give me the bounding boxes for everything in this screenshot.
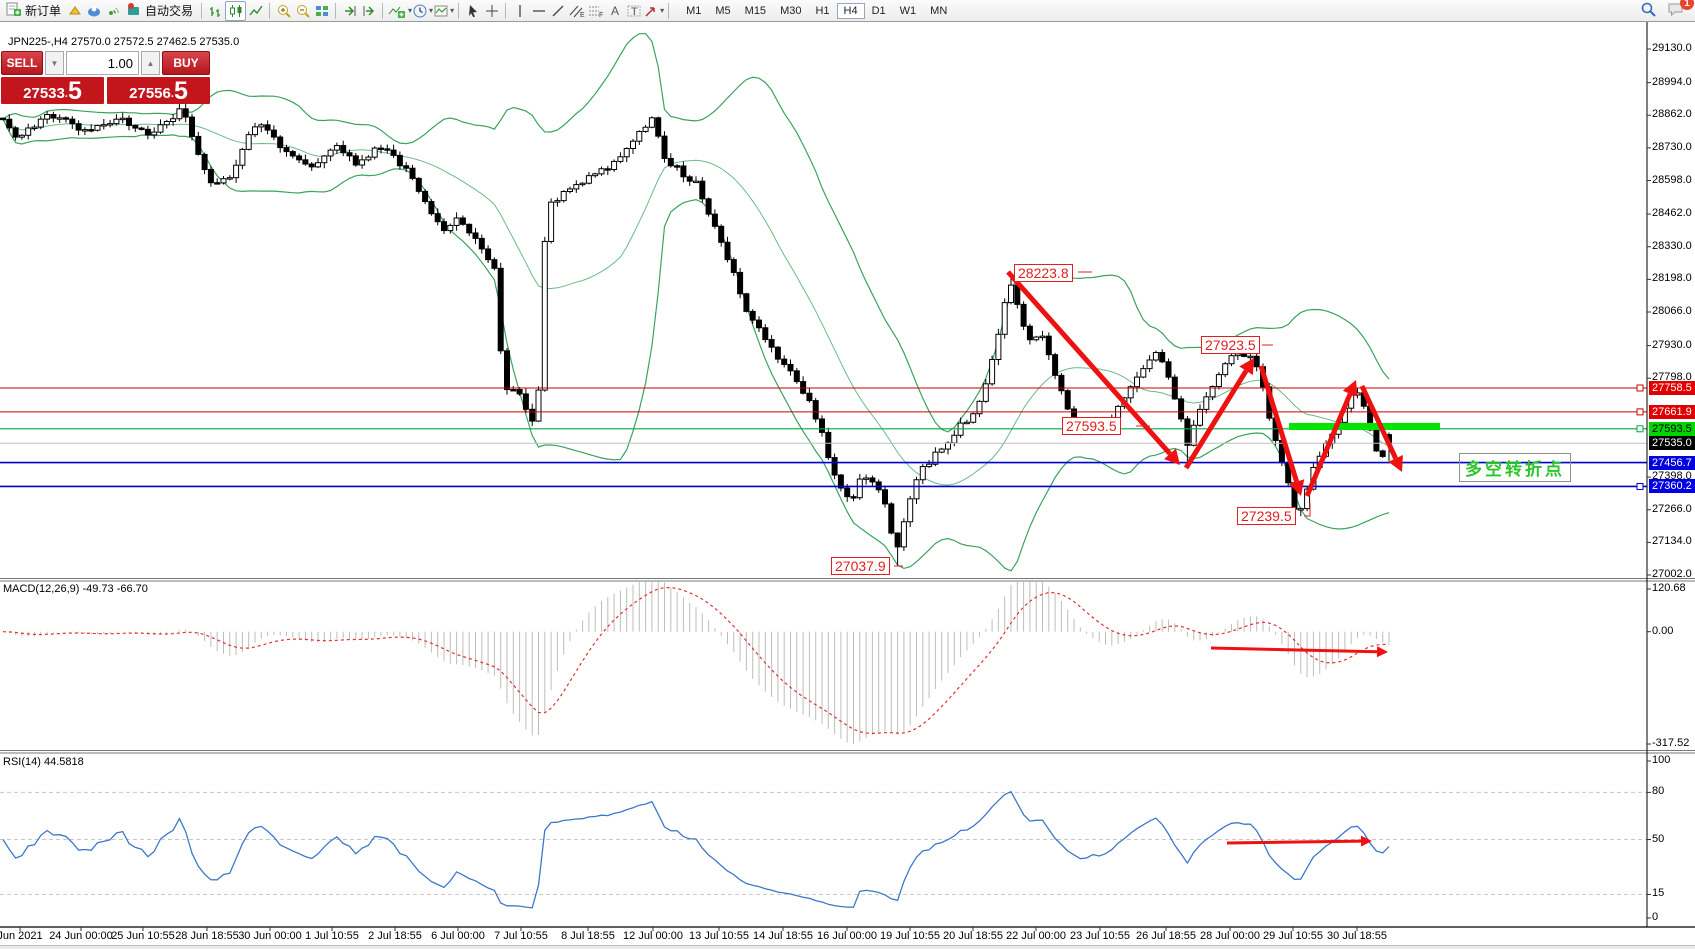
zoom-out-icon[interactable] [293,2,312,20]
macd-panel-splitter[interactable] [0,576,1695,582]
chart-shift-icon[interactable] [359,2,378,20]
chevron-down-icon: ▾ [450,6,455,15]
timeframe-w1[interactable]: W1 [899,4,917,17]
rsi-panel-splitter[interactable] [0,748,1695,754]
chevron-down-icon: ▾ [408,6,413,15]
volume-increase-button[interactable]: ▲ [141,51,160,75]
volume-decrease-button[interactable]: ▼ [45,51,64,75]
svg-text:F: F [599,12,603,19]
buy-button[interactable]: BUY [162,51,210,75]
toolbar-separator [335,2,337,19]
search-icon[interactable] [1640,1,1657,21]
vertical-line-tool-icon[interactable] [510,2,529,20]
rsi-indicator-label: RSI(14) 44.5818 [3,756,84,768]
autotrading-label: 自动交易 [145,4,194,18]
analysis-arrows [894,270,1403,847]
sell-price-display[interactable]: 27533 . 5 [1,77,104,104]
notification-badge: 1 [1680,0,1694,10]
gold-icon[interactable] [65,2,84,20]
price-annotation[interactable]: 27923.5 [1201,336,1260,354]
chevron-down-icon: ▾ [429,6,434,15]
price-annotation[interactable]: 28223.8 [1014,264,1073,282]
channel-tool-icon[interactable]: E [567,2,586,20]
toolbar-separator [201,2,203,19]
templates-icon[interactable]: ▾ [433,2,454,20]
crosshair-icon[interactable] [482,2,501,20]
price-annotation[interactable]: 27593.5 [1062,417,1121,435]
timeframe-m30[interactable]: M30 [780,4,802,17]
price-annotation[interactable]: 27239.5 [1237,507,1296,525]
autotrading-button[interactable]: 自动交易 [122,2,197,20]
indicators-icon[interactable]: ▾ [387,2,412,20]
timeframe-h4[interactable]: H4 [836,2,865,19]
horizontal-line-tool-icon[interactable] [529,2,548,20]
toolbar-separator [505,2,507,19]
timeframe-d1[interactable]: D1 [871,4,886,17]
bar-chart-icon[interactable] [206,2,225,20]
timeframe-mn[interactable]: MN [930,4,948,17]
svg-text:A: A [611,4,619,18]
fibonacci-tool-icon[interactable]: F [586,2,605,20]
toolbar-separator [269,2,271,19]
price-annotation[interactable]: 27037.9 [831,557,890,575]
text-tool-icon[interactable]: A [605,2,624,20]
turning-point-note[interactable]: 多空转折点 [1459,453,1571,482]
zoom-in-icon[interactable] [274,2,293,20]
main-toolbar: 新订单 自动交易 ▾ ▾ ▾ E F A T ▾ [0,0,1695,22]
timeframe-m5[interactable]: M5 [715,4,731,17]
candlestick-chart-icon[interactable] [225,0,247,21]
volume-input[interactable]: 1.00 [66,51,139,75]
timeframe-m1[interactable]: M1 [686,4,702,17]
trendline-tool-icon[interactable] [548,2,567,20]
new-order-button[interactable]: 新订单 [2,2,65,20]
text-label-tool-icon[interactable]: T [624,2,643,20]
new-order-icon [6,1,22,20]
macd-indicator-label: MACD(12,26,9) -49.73 -66.70 [3,583,148,595]
notifications-button[interactable]: 1 [1667,0,1694,20]
buy-price-display[interactable]: 27556 . 5 [107,77,210,104]
one-click-trading-panel: SELL ▼ 1.00 ▲ BUY 27533 . 5 27556 . 5 [1,51,210,104]
toolbar-separator [668,2,670,19]
svg-text:E: E [580,12,585,19]
auto-scroll-icon[interactable] [340,2,359,20]
line-chart-icon[interactable] [246,2,265,20]
timeframe-bar: M1 M5 M15 M30 H1 H4 D1 W1 MN [679,2,954,19]
periods-clock-icon[interactable]: ▾ [412,2,433,20]
svg-text:T: T [631,6,638,18]
toolbar-separator [382,2,384,19]
timeframe-h1[interactable]: H1 [815,4,830,17]
arrows-tool-icon[interactable]: ▾ [643,2,664,20]
sell-button[interactable]: SELL [1,51,43,75]
community-icon[interactable] [84,2,103,20]
tile-windows-icon[interactable] [312,2,331,20]
symbol-ohlc-line: JPN225-,H4 27570.0 27572.5 27462.5 27535… [8,36,240,48]
chevron-down-icon: ▾ [660,6,665,15]
autotrading-icon [126,1,142,20]
status-strip [0,945,1695,949]
signal-icon[interactable] [103,2,122,20]
timeframe-m15[interactable]: M15 [744,4,767,17]
cursor-icon[interactable] [463,2,482,20]
toolbar-separator [458,2,460,19]
new-order-label: 新订单 [25,4,62,18]
